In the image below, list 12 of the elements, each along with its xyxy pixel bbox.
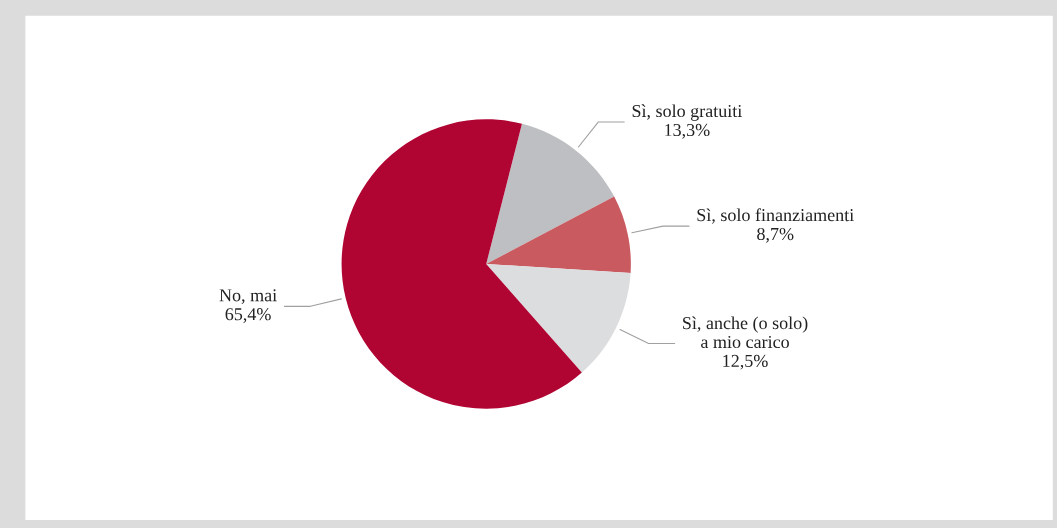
pie-slice <box>486 123 615 264</box>
data-label: 13,3% <box>665 123 710 139</box>
pie-slice <box>341 119 582 409</box>
slice-label: Sì, solo gratuiti <box>632 104 742 121</box>
data-label: 12,5% <box>723 354 768 370</box>
slice-label: No, mai <box>219 289 277 304</box>
slice-label: Sì, anche (o solo) a mio carico <box>683 316 808 349</box>
slice-label: Sì, solo finanziamenti <box>697 208 854 224</box>
pie-slice <box>486 196 631 274</box>
pie-slice <box>486 264 631 373</box>
data-label: 8,7% <box>757 227 794 243</box>
data-label: 65,4% <box>225 308 271 323</box>
